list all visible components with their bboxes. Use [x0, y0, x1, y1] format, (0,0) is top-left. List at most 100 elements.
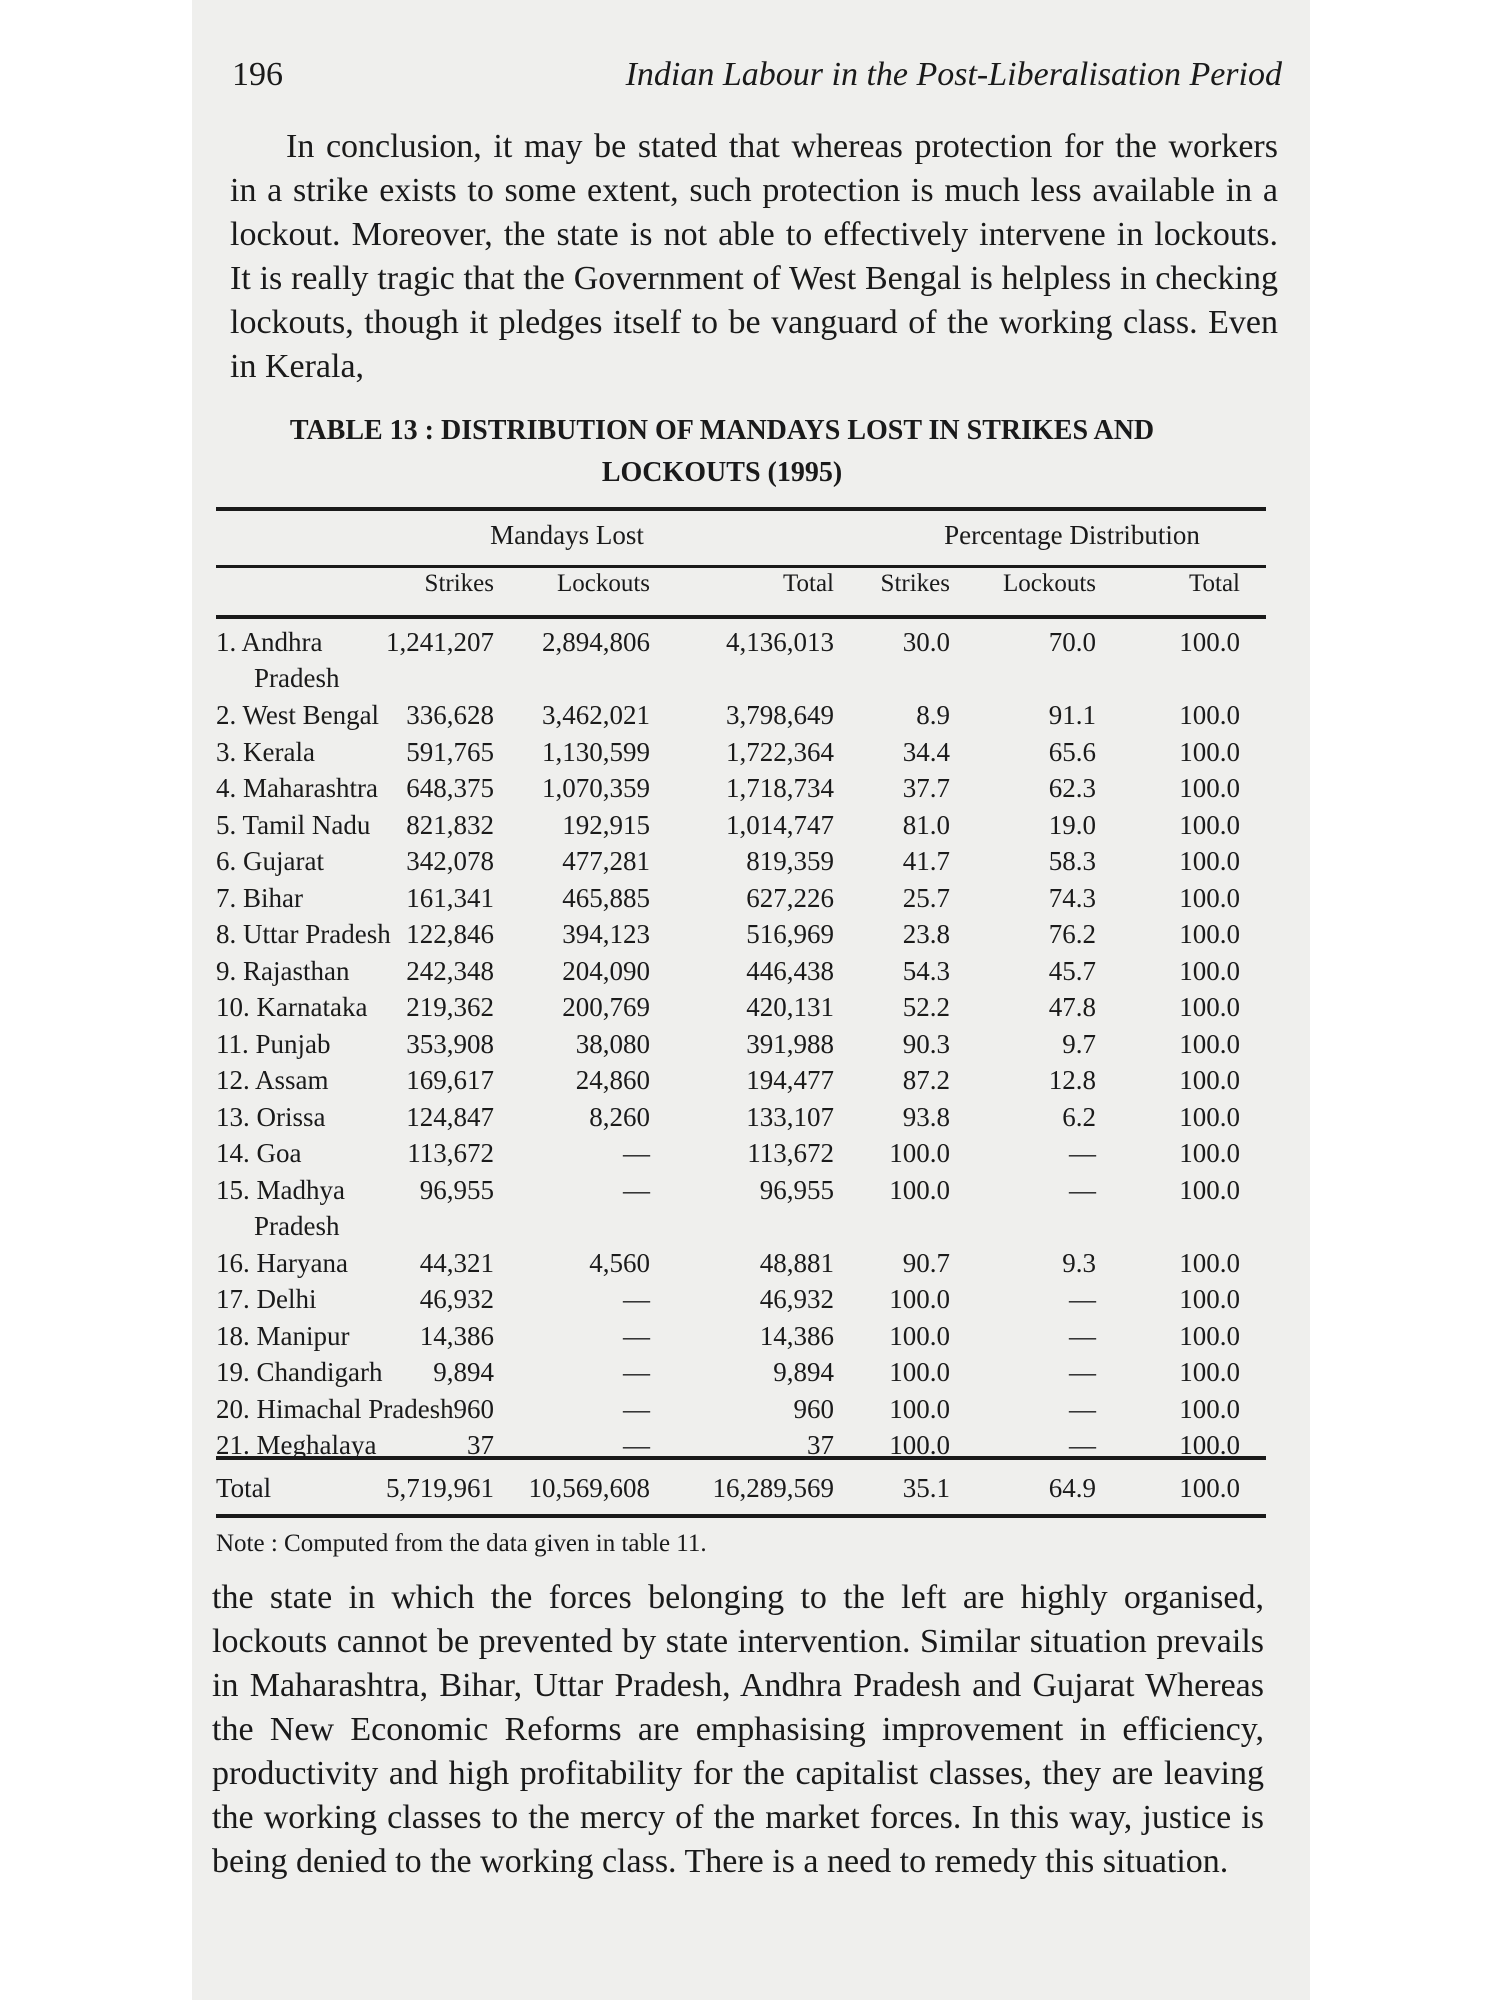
- lockouts-cell: 200,769: [562, 992, 650, 1022]
- table-row: 13. Orissa 124,847 8,260 133,107 93.8 6.2 100.…: [216, 1099, 1266, 1135]
- pct-lockouts-cell: 9.7: [1062, 1028, 1096, 1059]
- strikes-cell: 9,894: [433, 1357, 494, 1387]
- strikes-cell: 648,375: [406, 773, 494, 803]
- table-row: 3. Kerala 591,765 1,130,599 1,722,364 34.4 65…: [216, 734, 1266, 770]
- state-cell: 9. Rajasthan: [216, 955, 350, 986]
- lockouts-cell: —: [623, 1357, 650, 1387]
- pct-total-cell: 100.0: [1179, 846, 1240, 876]
- pct-total-cell: 100.0: [1179, 992, 1240, 1022]
- strikes-cell: 14,386: [419, 1320, 494, 1351]
- state-cell: 19. Chandigarh: [216, 1357, 383, 1387]
- col-header-pct-lockouts: Lockouts: [1002, 570, 1096, 597]
- pct-lockouts-cell: 91.1: [1048, 700, 1096, 730]
- pct-strikes-cell: 90.3: [902, 1028, 950, 1059]
- lockouts-cell: 2,894,806: [542, 627, 650, 657]
- pct-strikes-cell: 100.0: [889, 1357, 950, 1387]
- pct-lockouts-cell: 12.8: [1048, 1065, 1096, 1095]
- total-cell: 48,881: [759, 1247, 834, 1278]
- table-row: 12. Assam 169,617 24,860 194,477 87.2 12.8 100…: [216, 1062, 1266, 1098]
- total-cell: 4,136,013: [726, 627, 834, 657]
- column-header-row: Strikes Lockouts Total Strikes Lockouts …: [216, 570, 1266, 610]
- pct-lockouts-cell: 45.7: [1048, 955, 1096, 986]
- strikes-cell: 161,341: [406, 882, 494, 913]
- pct-total-cell: 100.0: [1179, 1430, 1240, 1460]
- total-cell: 194,477: [746, 1065, 834, 1095]
- pct-strikes-cell: 54.3: [902, 955, 950, 986]
- state-cell: 11. Punjab: [216, 1028, 331, 1059]
- pct-lockouts-cell: —: [1069, 1430, 1096, 1460]
- state-cell: 18. Manipur: [216, 1320, 350, 1351]
- table-row: 14. Goa 113,672 — 113,672 100.0 — 100.0: [216, 1135, 1266, 1171]
- strikes-cell: 124,847: [406, 1101, 494, 1132]
- total-cell: 14,386: [759, 1320, 834, 1351]
- total-cell: 420,131: [746, 992, 834, 1022]
- group-header-mandays-lost: Mandays Lost: [490, 520, 644, 550]
- strikes-cell: 1,241,207: [386, 627, 494, 657]
- lockouts-cell: 8,260: [589, 1101, 650, 1132]
- total-cell: 3,798,649: [726, 700, 834, 730]
- strikes-cell: 591,765: [406, 736, 494, 767]
- col-header-total: Total: [782, 570, 834, 597]
- pct-lockouts-cell: —: [1069, 1393, 1096, 1424]
- pct-total-cell: 100.0: [1179, 773, 1240, 803]
- state-cell: 2. West Bengal: [216, 700, 380, 730]
- table-row: 15. Madhya 96,955 — 96,955 100.0 — 100.0 Prades…: [216, 1172, 1266, 1241]
- table-row: 4. Maharashtra 648,375 1,070,359 1,718,734 3…: [216, 770, 1266, 806]
- lockouts-cell: 394,123: [562, 919, 650, 949]
- pct-lockouts-cell: —: [1069, 1138, 1096, 1168]
- strikes-cell: 821,832: [406, 809, 494, 840]
- total-strikes: 5,719,961: [386, 1473, 494, 1503]
- pct-lockouts-cell: 58.3: [1048, 846, 1096, 876]
- state-cell: 6. Gujarat: [216, 846, 324, 876]
- total-cell: 819,359: [746, 846, 834, 876]
- pct-strikes-cell: 52.2: [902, 992, 950, 1022]
- lockouts-cell: 38,080: [575, 1028, 650, 1059]
- pct-strikes-cell: 23.8: [902, 919, 950, 949]
- table-row: 20. Himachal Pradesh 960—960 100.0—100.0: [216, 1391, 1266, 1427]
- pct-lockouts-cell: 47.8: [1048, 992, 1096, 1022]
- table-row: 18. Manipur 14,386 — 14,386 100.0 — 100.0: [216, 1318, 1266, 1354]
- pct-total-cell: 100.0: [1179, 1320, 1240, 1351]
- table-caption: TABLE 13 : DISTRIBUTION OF MANDAYS LOST …: [252, 410, 1192, 494]
- table-row: 5. Tamil Nadu 821,832 192,915 1,014,747 81.0…: [216, 807, 1266, 843]
- total-cell: 96,955: [759, 1174, 834, 1205]
- strikes-cell: 96,955: [419, 1174, 494, 1205]
- state-cell: 20. Himachal Pradesh: [216, 1393, 454, 1424]
- pct-lockouts-cell: —: [1069, 1320, 1096, 1351]
- total-pct-strikes: 35.1: [902, 1473, 950, 1503]
- strikes-cell: 242,348: [406, 955, 494, 986]
- state-cell: 10. Karnataka: [216, 992, 368, 1022]
- total-cell: 627,226: [746, 882, 834, 913]
- pct-strikes-cell: 100.0: [889, 1284, 950, 1314]
- total-pct-lockouts: 64.9: [1048, 1473, 1096, 1503]
- total-cell: 960: [793, 1393, 835, 1424]
- state-cell: 21. Meghalaya: [216, 1430, 377, 1460]
- lockouts-cell: 477,281: [562, 846, 650, 876]
- state-cell: 4. Maharashtra: [216, 773, 378, 803]
- state-cell: 13. Orissa: [216, 1101, 326, 1132]
- total-cell: 516,969: [746, 919, 834, 949]
- pct-lockouts-cell: —: [1069, 1174, 1096, 1205]
- paragraph-intro: In conclusion, it may be stated that whe…: [230, 128, 1278, 385]
- strikes-cell: 169,617: [406, 1065, 494, 1095]
- pct-lockouts-cell: 6.2: [1062, 1101, 1096, 1132]
- col-header-lockouts: Lockouts: [556, 570, 650, 597]
- strikes-cell: 37: [467, 1430, 494, 1460]
- strikes-cell: 219,362: [406, 992, 494, 1022]
- table-row: 17. Delhi 46,932 — 46,932 100.0 — 100.0: [216, 1281, 1266, 1317]
- table-row: 10. Karnataka 219,362 200,769 420,131 52.2 47…: [216, 989, 1266, 1025]
- pct-lockouts-cell: —: [1069, 1284, 1096, 1314]
- total-pct-total: 100.0: [1179, 1473, 1240, 1503]
- lockouts-cell: 3,462,021: [542, 700, 650, 730]
- strikes-cell: 113,672: [407, 1138, 494, 1168]
- pct-lockouts-cell: 62.3: [1048, 773, 1096, 803]
- pct-lockouts-cell: 70.0: [1048, 627, 1096, 657]
- group-header-rule: [216, 565, 1266, 568]
- lockouts-cell: —: [623, 1138, 650, 1168]
- lockouts-cell: —: [623, 1284, 650, 1314]
- strikes-cell: 342,078: [406, 846, 494, 876]
- pct-strikes-cell: 100.0: [889, 1138, 950, 1168]
- total-cell: 1,722,364: [726, 736, 834, 767]
- pct-strikes-cell: 41.7: [902, 846, 950, 876]
- lockouts-cell: 1,130,599: [542, 736, 650, 767]
